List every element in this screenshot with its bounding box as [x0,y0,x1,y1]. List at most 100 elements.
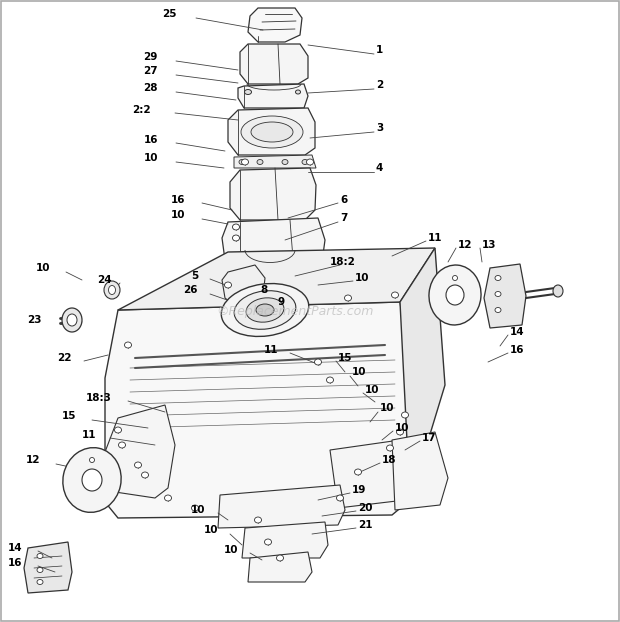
Ellipse shape [63,448,121,513]
Ellipse shape [386,445,394,451]
Text: 8: 8 [261,285,268,295]
Text: 12: 12 [25,455,40,465]
Text: 11: 11 [428,233,443,243]
Text: 24: 24 [97,275,112,285]
Ellipse shape [221,284,309,337]
Ellipse shape [242,159,249,165]
Ellipse shape [282,159,288,164]
Text: 17: 17 [422,433,436,443]
Ellipse shape [256,304,274,316]
Ellipse shape [327,377,334,383]
Polygon shape [218,485,345,528]
Ellipse shape [277,555,283,561]
Ellipse shape [244,90,252,95]
Text: 18:3: 18:3 [86,393,112,403]
Text: 1: 1 [376,45,383,55]
Polygon shape [230,168,316,220]
Polygon shape [242,522,328,558]
Text: 10: 10 [355,273,370,283]
Text: 16: 16 [510,345,525,355]
Ellipse shape [314,359,322,365]
Text: 14: 14 [7,543,22,553]
Ellipse shape [495,307,501,312]
Text: 10: 10 [352,367,366,377]
Polygon shape [222,265,265,310]
Polygon shape [238,84,308,108]
Text: 16: 16 [170,195,185,205]
Text: 3: 3 [376,123,383,133]
Text: 15: 15 [338,353,353,363]
Polygon shape [240,44,308,84]
Polygon shape [234,155,316,168]
Ellipse shape [495,276,501,281]
Ellipse shape [241,116,303,148]
Text: ©ReplacementParts.com: ©ReplacementParts.com [216,305,374,318]
Text: 9: 9 [278,297,285,307]
Ellipse shape [251,122,293,142]
Text: 16: 16 [7,558,22,568]
Polygon shape [330,440,415,508]
Text: 22: 22 [58,353,72,363]
Ellipse shape [429,265,481,325]
Text: 21: 21 [358,520,373,530]
Polygon shape [105,405,175,498]
Text: 27: 27 [143,66,158,76]
Text: 28: 28 [143,83,158,93]
Polygon shape [222,218,325,272]
Ellipse shape [232,235,239,241]
Ellipse shape [104,281,120,299]
Text: 14: 14 [510,327,525,337]
Text: 10: 10 [223,545,238,555]
Ellipse shape [239,159,245,164]
Text: 16: 16 [143,135,158,145]
Polygon shape [392,432,448,510]
Ellipse shape [306,159,314,165]
Text: 6: 6 [340,195,347,205]
Polygon shape [248,8,302,42]
Text: 10: 10 [395,423,409,433]
Ellipse shape [62,308,82,332]
Text: 4: 4 [376,163,383,173]
Polygon shape [24,542,72,593]
Ellipse shape [246,298,284,322]
Text: 10: 10 [35,263,50,273]
Text: 25: 25 [162,9,177,19]
Ellipse shape [164,495,172,501]
Ellipse shape [135,462,141,468]
Ellipse shape [125,342,131,348]
Ellipse shape [302,159,308,164]
Ellipse shape [233,236,239,241]
Text: 10: 10 [203,525,218,535]
Ellipse shape [355,469,361,475]
Ellipse shape [108,285,115,294]
Text: 23: 23 [27,315,42,325]
Text: 11: 11 [81,430,96,440]
Ellipse shape [37,567,43,572]
Polygon shape [484,264,526,328]
Text: 7: 7 [340,213,347,223]
Ellipse shape [257,159,263,164]
Text: 29: 29 [144,52,158,62]
Ellipse shape [397,429,404,435]
Text: 13: 13 [482,240,497,250]
Ellipse shape [453,276,458,281]
Ellipse shape [232,224,239,230]
Text: 10: 10 [365,385,379,395]
Ellipse shape [391,292,399,298]
Text: 20: 20 [358,503,373,513]
Ellipse shape [82,469,102,491]
Ellipse shape [118,442,125,448]
Text: 5: 5 [191,271,198,281]
Ellipse shape [67,314,77,326]
Ellipse shape [553,285,563,297]
Polygon shape [228,108,315,155]
Polygon shape [105,302,410,518]
Text: 11: 11 [264,345,278,355]
Ellipse shape [192,505,198,511]
Ellipse shape [495,292,501,297]
Ellipse shape [254,517,262,523]
Ellipse shape [234,290,296,329]
Ellipse shape [37,580,43,585]
Ellipse shape [402,412,409,418]
Ellipse shape [296,90,301,94]
